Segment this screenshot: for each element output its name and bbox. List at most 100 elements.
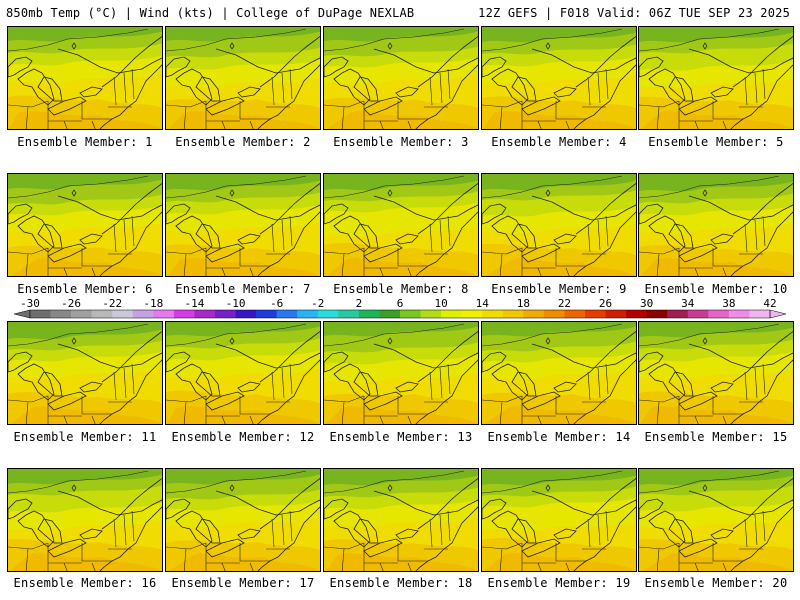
ensemble-member-label: Ensemble Member: 14 bbox=[487, 430, 631, 444]
colorbar-swatch bbox=[30, 310, 51, 318]
temperature-field bbox=[8, 469, 162, 571]
ensemble-member-label: Ensemble Member: 12 bbox=[171, 430, 315, 444]
ensemble-map-panel bbox=[165, 321, 321, 425]
colorbar-tick-label: 10 bbox=[434, 297, 447, 310]
ensemble-member-label: Ensemble Member: 18 bbox=[329, 576, 473, 590]
colorbar-swatch bbox=[194, 310, 216, 318]
ensemble-map-panel bbox=[7, 26, 163, 130]
colorbar-swatch bbox=[276, 310, 298, 318]
colorbar-swatch bbox=[71, 310, 92, 318]
colorbar-swatch bbox=[749, 310, 771, 318]
colorbar-tick-label: -6 bbox=[270, 297, 283, 310]
ensemble-map-panel bbox=[638, 468, 794, 572]
colorbar-tick-label: 2 bbox=[356, 297, 363, 310]
colorbar-swatch bbox=[626, 310, 647, 318]
ensemble-map-panel bbox=[638, 321, 794, 425]
colorbar-tick-label: -22 bbox=[102, 297, 122, 310]
temperature-field bbox=[482, 174, 636, 276]
colorbar-swatch bbox=[338, 310, 360, 318]
ensemble-member-label: Ensemble Member: 5 bbox=[648, 135, 784, 149]
ensemble-map-panel bbox=[638, 26, 794, 130]
colorbar-swatch bbox=[585, 310, 606, 318]
colorbar-swatch bbox=[379, 310, 401, 318]
colorbar-swatch bbox=[708, 310, 730, 318]
temperature-field bbox=[166, 469, 320, 571]
ensemble-member-label: Ensemble Member: 8 bbox=[333, 282, 469, 296]
ensemble-member-label: Ensemble Member: 2 bbox=[175, 135, 311, 149]
colorbar-tick-label: 38 bbox=[722, 297, 735, 310]
colorbar-swatch bbox=[235, 310, 257, 318]
ensemble-map-panel bbox=[165, 26, 321, 130]
colorbar-tick-label: -30 bbox=[20, 297, 40, 310]
colorbar-swatch bbox=[728, 310, 750, 318]
colorbar-tick-label: 30 bbox=[640, 297, 653, 310]
colorbar-tick-label: -18 bbox=[143, 297, 163, 310]
ensemble-member-label: Ensemble Member: 7 bbox=[175, 282, 311, 296]
colorbar-swatch bbox=[358, 310, 380, 318]
ensemble-map-panel bbox=[481, 321, 637, 425]
run-valid-time: 12Z GEFS | F018 Valid: 06Z TUE SEP 23 20… bbox=[478, 6, 790, 20]
ensemble-member-label: Ensemble Member: 15 bbox=[644, 430, 788, 444]
colorbar-swatch bbox=[523, 310, 545, 318]
ensemble-member-label: Ensemble Member: 1 bbox=[17, 135, 153, 149]
ensemble-member-label: Ensemble Member: 16 bbox=[13, 576, 157, 590]
colorbar-tick-label: -14 bbox=[185, 297, 205, 310]
colorbar-swatch bbox=[297, 310, 319, 318]
ensemble-map-panel bbox=[7, 468, 163, 572]
colorbar-swatch bbox=[482, 310, 504, 318]
ensemble-member-label: Ensemble Member: 3 bbox=[333, 135, 469, 149]
temperature-field bbox=[324, 174, 478, 276]
ensemble-map-panel bbox=[323, 321, 479, 425]
colorbar-swatch bbox=[502, 310, 524, 318]
colorbar-right-arrow bbox=[769, 309, 787, 319]
temperature-field bbox=[8, 27, 162, 129]
colorbar-swatch bbox=[153, 310, 175, 318]
ensemble-member-label: Ensemble Member: 4 bbox=[491, 135, 627, 149]
colorbar-tick-label: -2 bbox=[311, 297, 324, 310]
temperature-field bbox=[639, 322, 793, 424]
ensemble-map-panel bbox=[323, 26, 479, 130]
ensemble-map-panel bbox=[323, 173, 479, 277]
ensemble-map-panel bbox=[638, 173, 794, 277]
temperature-field bbox=[482, 322, 636, 424]
temperature-field bbox=[482, 469, 636, 571]
colorbar-swatch bbox=[543, 310, 565, 318]
ensemble-map-panel bbox=[323, 468, 479, 572]
ensemble-map-panel bbox=[7, 321, 163, 425]
chart-title: 850mb Temp (°C) | Wind (kts) | College o… bbox=[6, 6, 415, 20]
colorbar-swatch bbox=[173, 310, 195, 318]
colorbar-tick-label: 14 bbox=[476, 297, 490, 310]
colorbar-swatch bbox=[112, 310, 134, 318]
colorbar-swatch bbox=[461, 310, 483, 318]
colorbar-swatch bbox=[132, 310, 154, 318]
colorbar-tick-label: 42 bbox=[763, 297, 776, 310]
colorbar-swatch bbox=[564, 310, 586, 318]
ensemble-map-panel bbox=[481, 26, 637, 130]
ensemble-member-label: Ensemble Member: 11 bbox=[13, 430, 157, 444]
temperature-field bbox=[324, 27, 478, 129]
colorbar-swatch bbox=[91, 310, 113, 318]
colorbar-tick-label: 18 bbox=[517, 297, 530, 310]
temperature-field bbox=[166, 174, 320, 276]
ensemble-member-label: Ensemble Member: 9 bbox=[491, 282, 627, 296]
colorbar-swatch bbox=[441, 310, 462, 318]
temperature-field bbox=[8, 322, 162, 424]
colorbar-tick-label: -10 bbox=[226, 297, 246, 310]
temperature-field bbox=[166, 27, 320, 129]
ensemble-map-panel bbox=[165, 468, 321, 572]
colorbar-tick-label: 6 bbox=[397, 297, 404, 310]
colorbar-swatch bbox=[420, 310, 442, 318]
ensemble-member-label: Ensemble Member: 19 bbox=[487, 576, 631, 590]
colorbar-swatch bbox=[667, 310, 689, 318]
colorbar-left-arrow bbox=[13, 309, 31, 319]
ensemble-member-label: Ensemble Member: 10 bbox=[644, 282, 788, 296]
colorbar-tick-label: -26 bbox=[61, 297, 81, 310]
colorbar-tick-label: 34 bbox=[681, 297, 695, 310]
ensemble-member-label: Ensemble Member: 6 bbox=[17, 282, 153, 296]
colorbar-swatch bbox=[317, 310, 339, 318]
ensemble-member-label: Ensemble Member: 13 bbox=[329, 430, 473, 444]
temperature-field bbox=[324, 322, 478, 424]
colorbar-swatch bbox=[50, 310, 72, 318]
colorbar-swatch bbox=[646, 310, 668, 318]
ensemble-map-panel bbox=[165, 173, 321, 277]
